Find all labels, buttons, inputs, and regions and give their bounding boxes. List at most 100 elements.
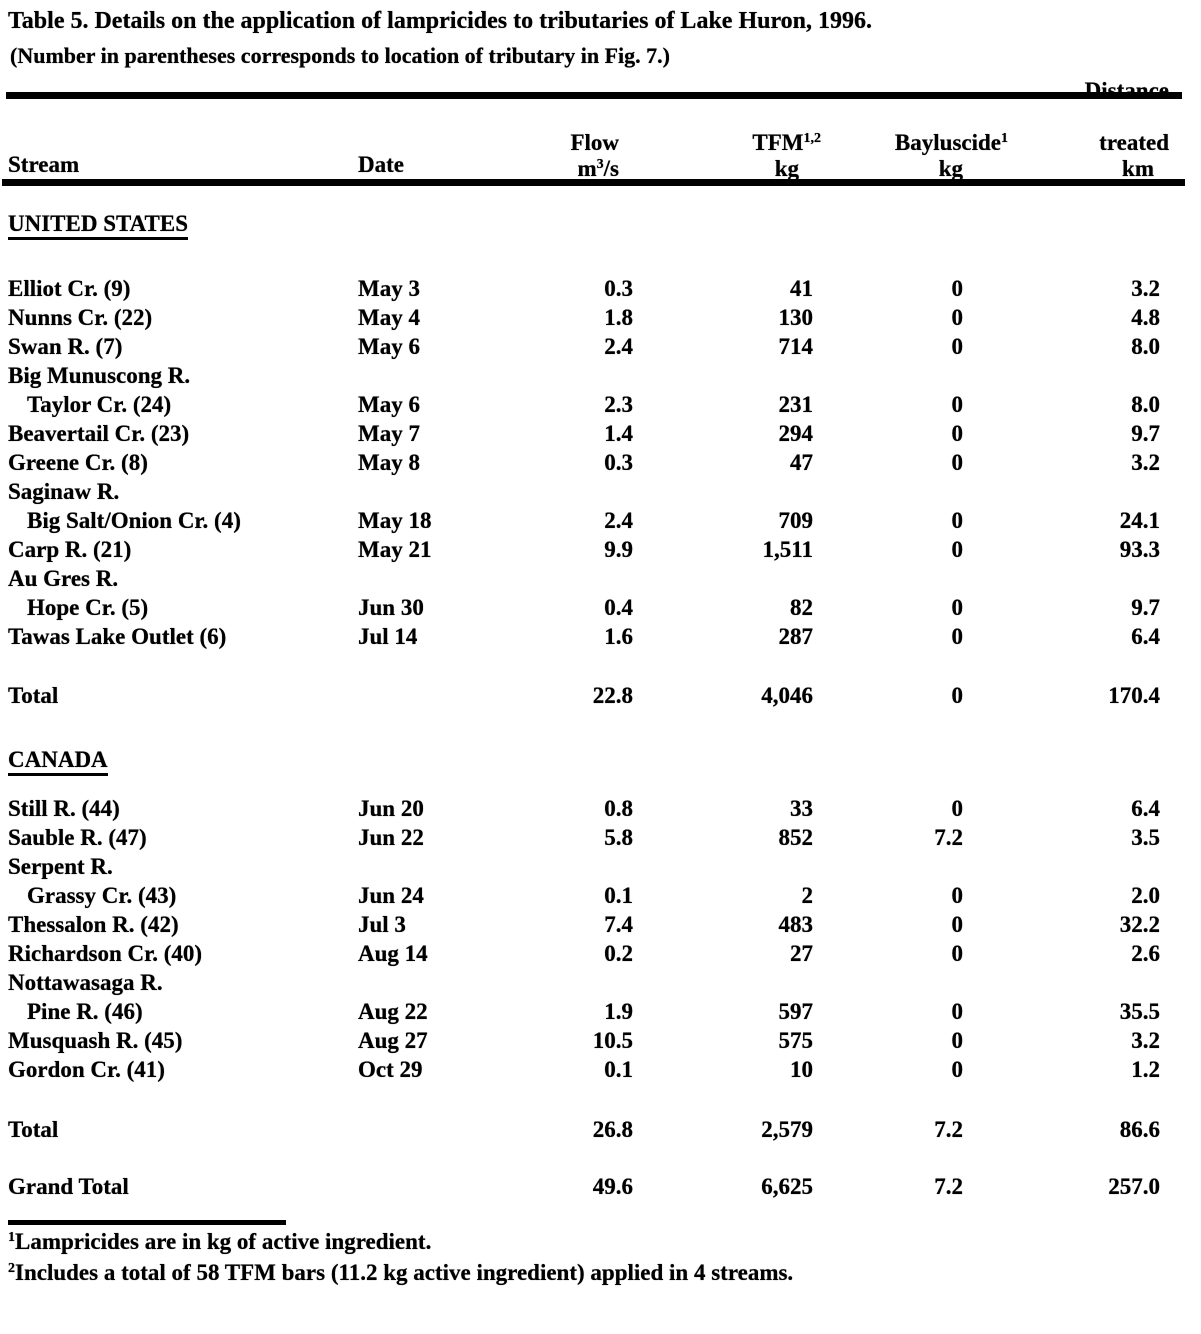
col-header-distance-line2: treated	[1099, 130, 1169, 155]
table-row: Gordon Cr. (41) Oct 29 0.1 10 0 1.2	[8, 1055, 1160, 1084]
cell-tfm: 1,511	[762, 537, 813, 562]
cell-distance: 3.2	[1131, 1028, 1161, 1053]
cell-distance: 6.4	[1131, 624, 1161, 649]
col-header-bayluscide: Bayluscide1 kg	[813, 130, 1008, 182]
table-row: Sauble R. (47) Jun 22 5.8 852 7.2 3.5	[8, 823, 1160, 852]
cell-distance	[963, 361, 1160, 390]
cell-bayluscide: 0	[951, 999, 964, 1024]
table-row: Hope Cr. (5) Jun 30 0.4 82 0 9.7	[8, 593, 1160, 622]
footnote-1-text: Lampricides are in kg of active ingredie…	[15, 1229, 432, 1254]
cell-date	[358, 477, 503, 506]
cell-stream: Elliot Cr. (9)	[8, 276, 131, 301]
cell-bayluscide: 0	[951, 941, 964, 966]
cell-tfm: 2	[801, 883, 814, 908]
cell-distance: 24.1	[1119, 508, 1161, 533]
col-header-stream-label: Stream	[8, 152, 80, 177]
cell-flow	[503, 477, 633, 506]
bayluscide-footnote-marker: 1	[1001, 131, 1008, 146]
table-row: Elliot Cr. (9) May 3 0.3 41 0 3.2	[8, 274, 1160, 303]
cell-distance: 3.2	[1131, 450, 1161, 475]
cell-bayluscide	[813, 361, 963, 390]
table-row: Pine R. (46) Aug 22 1.9 597 0 35.5	[8, 997, 1160, 1026]
cell-flow: 0.1	[604, 1057, 633, 1082]
table-row: Big Salt/Onion Cr. (4) May 18 2.4 709 0 24.1	[8, 506, 1160, 535]
cell-date	[358, 1172, 503, 1201]
cell-date: May 21	[358, 537, 432, 562]
cell-stream: Beavertail Cr. (23)	[8, 421, 190, 446]
cell-bayluscide: 0	[951, 276, 964, 301]
cell-date: May 6	[358, 392, 420, 417]
cell-date	[358, 681, 503, 710]
spacer-row	[8, 1144, 1160, 1172]
cell-tfm: 714	[778, 334, 814, 359]
cell-distance: 9.7	[1131, 595, 1161, 620]
cell-bayluscide: 0	[951, 595, 964, 620]
cell-flow: 9.9	[604, 537, 633, 562]
col-header-stream: Stream	[8, 152, 79, 178]
cell-stream: Gordon Cr. (41)	[8, 1057, 165, 1082]
cell-bayluscide	[813, 477, 963, 506]
cell-bayluscide	[813, 852, 963, 881]
cell-bayluscide: 0	[951, 305, 964, 330]
cell-tfm: 2,579	[761, 1117, 813, 1142]
grand-total-row: Grand Total 49.6 6,625 7.2 257.0	[8, 1172, 1160, 1201]
cell-date	[358, 968, 503, 997]
table-row: Tawas Lake Outlet (6) Jul 14 1.6 287 0 6.4	[8, 622, 1160, 651]
cell-bayluscide: 7.2	[934, 1174, 963, 1199]
cell-stream: Big Munuscong R.	[8, 363, 191, 388]
table-row: Serpent R.	[8, 852, 1160, 881]
cell-bayluscide: 7.2	[934, 825, 963, 850]
cell-date: May 6	[358, 334, 420, 359]
cell-flow: 0.3	[604, 450, 633, 475]
table-row: Richardson Cr. (40) Aug 14 0.2 27 0 2.6	[8, 939, 1160, 968]
section-header-label: UNITED STATES	[8, 211, 189, 240]
spacer-row	[8, 651, 1160, 681]
cell-distance	[963, 477, 1160, 506]
table-body: UNITED STATES Elliot Cr. (9) May 3 0.3 41 0 3.…	[8, 206, 1160, 1201]
cell-date: May 8	[358, 450, 420, 475]
cell-flow: 26.8	[592, 1117, 633, 1142]
cell-tfm: 130	[778, 305, 814, 330]
cell-stream: Carp R. (21)	[8, 537, 132, 562]
col-header-tfm: TFM1,2 kg	[633, 130, 821, 182]
col-header-bayluscide-label: Bayluscide1	[813, 130, 1008, 156]
cell-flow: 1.8	[604, 305, 633, 330]
cell-stream: Tawas Lake Outlet (6)	[8, 624, 227, 649]
table-row: Taylor Cr. (24) May 6 2.3 231 0 8.0	[8, 390, 1160, 419]
cell-date: Oct 29	[358, 1057, 423, 1082]
col-header-flow-unit: m3/s	[503, 156, 619, 182]
cell-distance: 9.7	[1131, 421, 1161, 446]
cell-date: May 4	[358, 305, 420, 330]
cell-flow	[503, 361, 633, 390]
section-header-row: UNITED STATES	[8, 206, 1160, 240]
spacer-row	[8, 710, 1160, 742]
cell-flow: 7.4	[604, 912, 633, 937]
table-row: Nunns Cr. (22) May 4 1.8 130 0 4.8	[8, 303, 1160, 332]
col-header-date-label: Date	[358, 152, 404, 177]
cell-tfm: 47	[790, 450, 813, 475]
cell-flow: 0.4	[604, 595, 633, 620]
cell-bayluscide: 0	[951, 450, 964, 475]
cell-stream: Taylor Cr. (24)	[27, 392, 172, 417]
cell-stream: Still R. (44)	[8, 796, 120, 821]
footnote-2-text: Includes a total of 58 TFM bars (11.2 kg…	[15, 1260, 794, 1285]
cell-bayluscide: 0	[951, 1028, 964, 1053]
cell-flow	[503, 852, 633, 881]
total-row: Total 22.8 4,046 0 170.4	[8, 681, 1160, 710]
cell-tfm	[633, 361, 813, 390]
cell-distance	[963, 968, 1160, 997]
col-header-tfm-unit: kg	[774, 156, 799, 181]
cell-tfm	[633, 852, 813, 881]
cell-date: Aug 22	[358, 999, 428, 1024]
cell-distance: 3.5	[1131, 825, 1161, 850]
cell-bayluscide	[813, 968, 963, 997]
cell-stream: Greene Cr. (8)	[8, 450, 148, 475]
cell-stream: Nottawasaga R.	[8, 970, 163, 995]
table-row: Nottawasaga R.	[8, 968, 1160, 997]
cell-stream: Hope Cr. (5)	[27, 595, 149, 620]
spacer-row	[8, 774, 1160, 794]
flow-unit-rest: /s	[603, 156, 619, 181]
cell-distance: 4.8	[1131, 305, 1161, 330]
cell-tfm: 287	[778, 624, 814, 649]
lampricide-table: UNITED STATES Elliot Cr. (9) May 3 0.3 41 0 3.…	[8, 206, 1160, 1201]
